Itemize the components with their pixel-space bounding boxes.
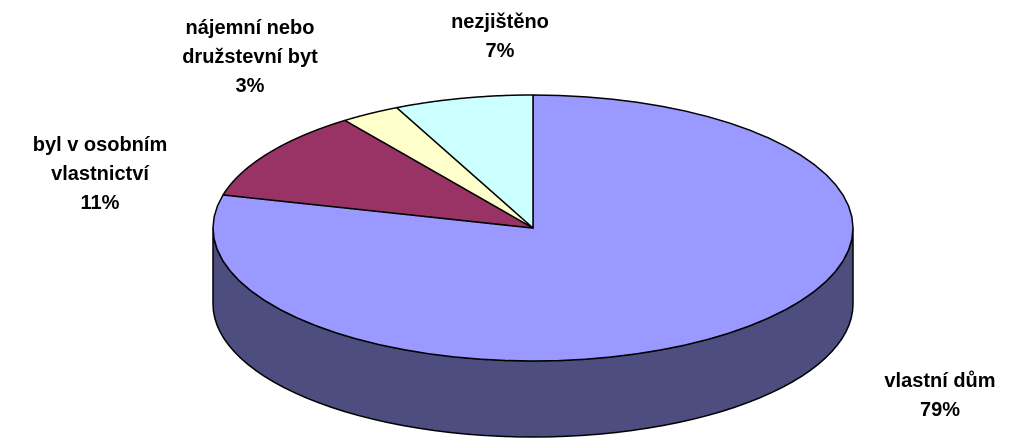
slice-label: nezjištěno 7% — [420, 8, 580, 66]
value-label: 11% — [80, 192, 120, 214]
slice-label: byl v osobním vlastnictví 11% — [0, 131, 200, 218]
category-label: nájemní nebo družstevní byt — [182, 17, 318, 68]
category-label: nezjištěno — [451, 11, 549, 33]
slice — [344, 106, 534, 229]
value-label: 3% — [235, 75, 265, 97]
value-label: 7% — [485, 40, 515, 62]
slice — [396, 94, 534, 229]
slice-label: nájemní nebo družstevní byt 3% — [150, 14, 350, 101]
category-label: vlastní dům — [884, 370, 996, 392]
category-label: byl v osobním vlastnictví — [32, 134, 168, 185]
value-label: 79% — [919, 399, 961, 421]
slice-label: vlastní dům 79% — [850, 367, 1020, 425]
slice — [222, 119, 534, 229]
